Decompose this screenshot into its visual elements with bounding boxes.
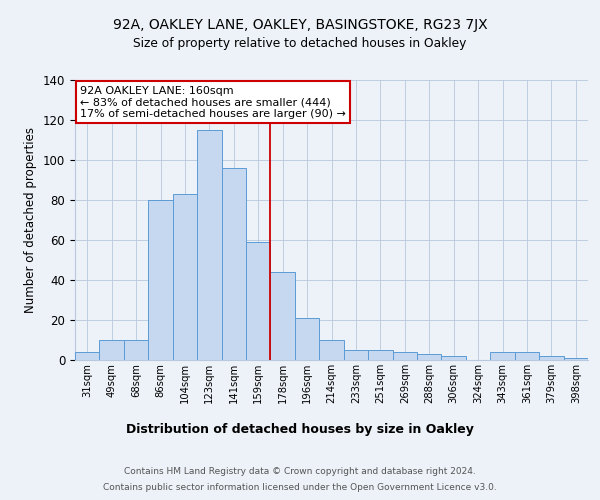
Bar [368, 350, 392, 360]
Bar [197, 130, 221, 360]
Text: Contains HM Land Registry data © Crown copyright and database right 2024.: Contains HM Land Registry data © Crown c… [124, 468, 476, 476]
Bar [515, 352, 539, 360]
Bar [124, 340, 148, 360]
Text: Contains public sector information licensed under the Open Government Licence v3: Contains public sector information licen… [103, 482, 497, 492]
Bar [246, 242, 271, 360]
Bar [75, 352, 100, 360]
Bar [417, 354, 442, 360]
Bar [392, 352, 417, 360]
Bar [100, 340, 124, 360]
Y-axis label: Number of detached properties: Number of detached properties [25, 127, 37, 313]
Bar [295, 318, 319, 360]
Bar [319, 340, 344, 360]
Bar [490, 352, 515, 360]
Text: 92A, OAKLEY LANE, OAKLEY, BASINGSTOKE, RG23 7JX: 92A, OAKLEY LANE, OAKLEY, BASINGSTOKE, R… [113, 18, 487, 32]
Bar [148, 200, 173, 360]
Text: Size of property relative to detached houses in Oakley: Size of property relative to detached ho… [133, 38, 467, 51]
Bar [442, 356, 466, 360]
Text: 92A OAKLEY LANE: 160sqm
← 83% of detached houses are smaller (444)
17% of semi-d: 92A OAKLEY LANE: 160sqm ← 83% of detache… [80, 86, 346, 119]
Bar [539, 356, 563, 360]
Bar [563, 358, 588, 360]
Bar [344, 350, 368, 360]
Text: Distribution of detached houses by size in Oakley: Distribution of detached houses by size … [126, 422, 474, 436]
Bar [271, 272, 295, 360]
Bar [173, 194, 197, 360]
Bar [221, 168, 246, 360]
